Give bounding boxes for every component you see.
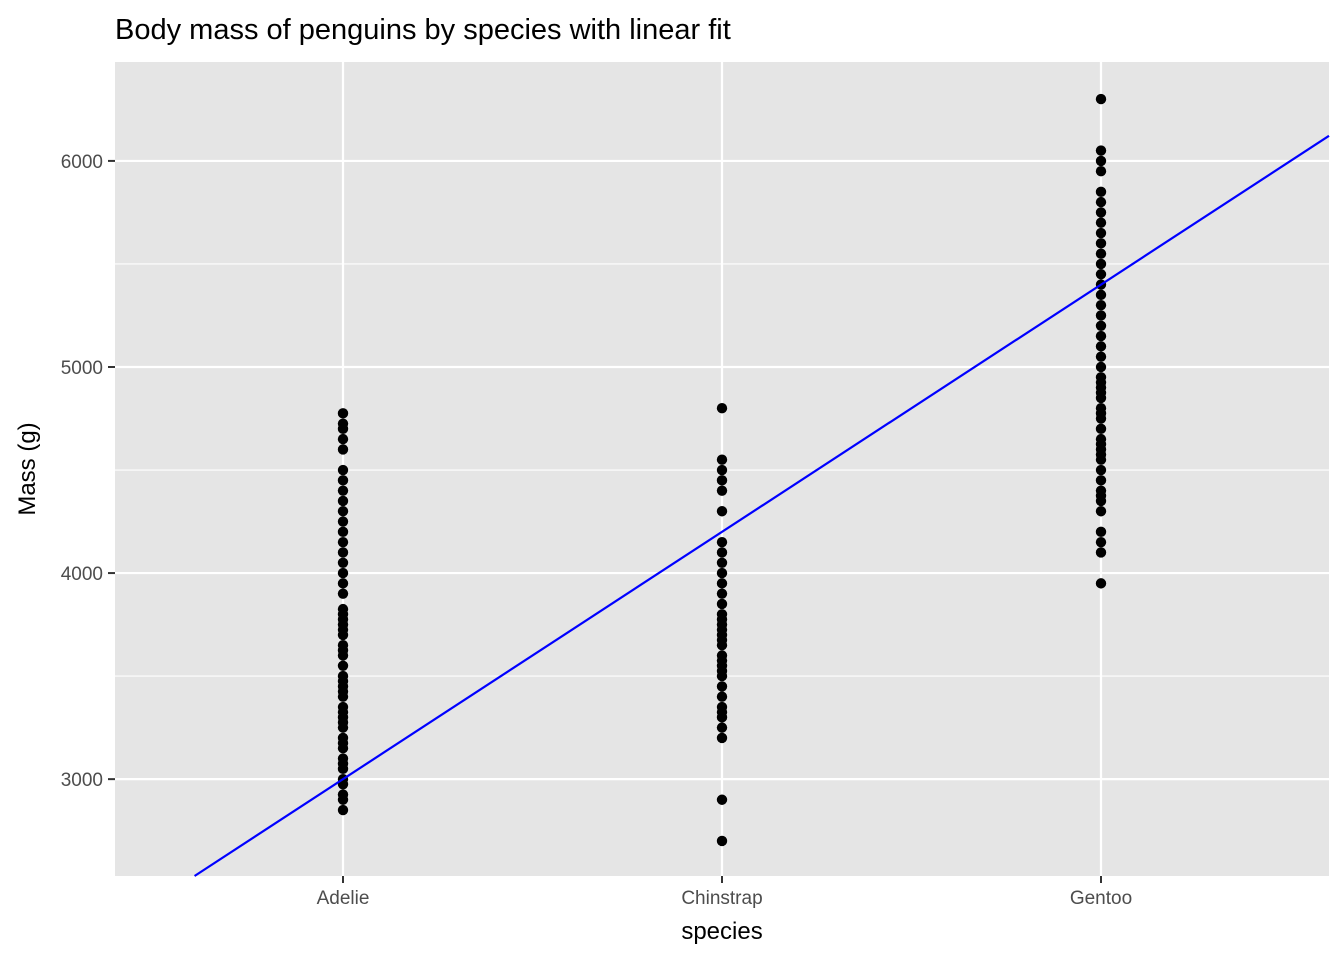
data-point-adelie: [337, 464, 349, 476]
data-point-chinstrap: [716, 485, 728, 496]
data-point-gentoo: [1095, 258, 1107, 270]
data-point-gentoo: [1095, 186, 1107, 198]
data-point-gentoo: [1095, 330, 1107, 342]
data-point-chinstrap: [716, 454, 728, 465]
data-point-gentoo: [1095, 320, 1107, 331]
x-axis-title: species: [681, 918, 762, 945]
chart-title: Body mass of penguins by species with li…: [115, 14, 731, 46]
y-axis-title: Mass (g): [14, 422, 41, 515]
y-tick-label: 4000: [61, 564, 103, 585]
data-point-adelie: [337, 660, 349, 672]
data-point-chinstrap: [716, 578, 728, 589]
y-tick-label: 6000: [61, 152, 103, 173]
y-tick-label: 5000: [61, 358, 103, 379]
data-point-gentoo: [1095, 196, 1107, 208]
data-point-gentoo: [1095, 547, 1107, 558]
data-point-gentoo: [1095, 578, 1107, 589]
data-points: [337, 93, 1107, 847]
data-point-adelie: [337, 701, 349, 713]
data-point-adelie: [337, 789, 349, 800]
data-point-adelie: [337, 557, 349, 568]
data-point-adelie: [337, 495, 349, 507]
data-point-adelie: [337, 516, 349, 527]
data-point-chinstrap: [716, 506, 728, 517]
data-point-chinstrap: [716, 835, 728, 847]
data-point-adelie: [337, 408, 349, 419]
data-point-gentoo: [1095, 526, 1107, 538]
data-point-chinstrap: [716, 567, 728, 579]
x-tick-label: Adelie: [317, 888, 370, 909]
data-point-gentoo: [1095, 155, 1107, 167]
data-point-adelie: [337, 804, 349, 816]
data-point-chinstrap: [716, 475, 728, 486]
data-point-adelie: [337, 547, 349, 558]
data-point-adelie: [337, 485, 349, 496]
data-point-chinstrap: [716, 547, 728, 558]
data-point-gentoo: [1095, 423, 1107, 435]
y-tick-label: 3000: [61, 770, 103, 791]
data-point-chinstrap: [716, 598, 728, 610]
data-point-gentoo: [1095, 269, 1107, 280]
data-point-gentoo: [1095, 372, 1107, 383]
data-point-adelie: [337, 418, 349, 429]
y-axis: 3000 4000 5000 6000: [61, 152, 115, 791]
x-axis: Adelie Chinstrap Gentoo: [317, 876, 1132, 909]
data-point-gentoo: [1095, 464, 1107, 476]
data-point-gentoo: [1095, 485, 1107, 496]
data-point-gentoo: [1095, 341, 1107, 352]
data-point-chinstrap: [716, 732, 728, 744]
data-point-gentoo: [1095, 93, 1107, 105]
data-point-gentoo: [1095, 475, 1107, 486]
data-point-chinstrap: [716, 464, 728, 476]
data-point-chinstrap: [716, 701, 728, 713]
data-point-chinstrap: [716, 681, 728, 692]
data-point-gentoo: [1095, 310, 1107, 321]
data-point-chinstrap: [716, 403, 728, 414]
data-point-adelie: [337, 506, 349, 517]
data-point-gentoo: [1095, 361, 1107, 373]
data-point-gentoo: [1095, 145, 1107, 156]
data-point-chinstrap: [716, 609, 728, 620]
data-point-gentoo: [1095, 238, 1107, 249]
data-point-chinstrap: [716, 536, 728, 548]
data-point-gentoo: [1095, 433, 1107, 445]
data-point-gentoo: [1095, 299, 1107, 311]
data-point-adelie: [337, 753, 349, 764]
data-point-adelie: [337, 578, 349, 589]
data-point-gentoo: [1095, 536, 1107, 548]
data-point-chinstrap: [716, 557, 728, 568]
data-point-adelie: [337, 433, 349, 445]
data-point-gentoo: [1095, 217, 1107, 228]
data-point-gentoo: [1095, 227, 1107, 239]
x-tick-label: Chinstrap: [681, 888, 762, 909]
data-point-adelie: [337, 670, 349, 682]
data-point-gentoo: [1095, 289, 1107, 301]
data-point-gentoo: [1095, 506, 1107, 517]
data-point-adelie: [337, 732, 349, 744]
data-point-gentoo: [1095, 351, 1107, 362]
data-point-gentoo: [1095, 403, 1107, 414]
data-point-adelie: [337, 475, 349, 486]
data-point-chinstrap: [716, 794, 728, 805]
linear-fit-line: [193, 134, 1330, 877]
data-point-chinstrap: [716, 722, 728, 733]
data-point-gentoo: [1095, 207, 1107, 218]
data-point-adelie: [337, 639, 349, 651]
data-point-chinstrap: [716, 588, 728, 599]
data-point-gentoo: [1095, 166, 1107, 177]
data-point-gentoo: [1095, 248, 1107, 259]
data-point-adelie: [337, 526, 349, 538]
data-point-chinstrap: [716, 691, 728, 702]
data-point-adelie: [337, 588, 349, 599]
data-point-chinstrap: [716, 650, 728, 661]
data-point-adelie: [337, 567, 349, 579]
data-point-adelie: [337, 603, 349, 615]
data-point-adelie: [337, 536, 349, 548]
data-point-adelie: [337, 444, 349, 455]
x-tick-label: Gentoo: [1070, 888, 1132, 909]
